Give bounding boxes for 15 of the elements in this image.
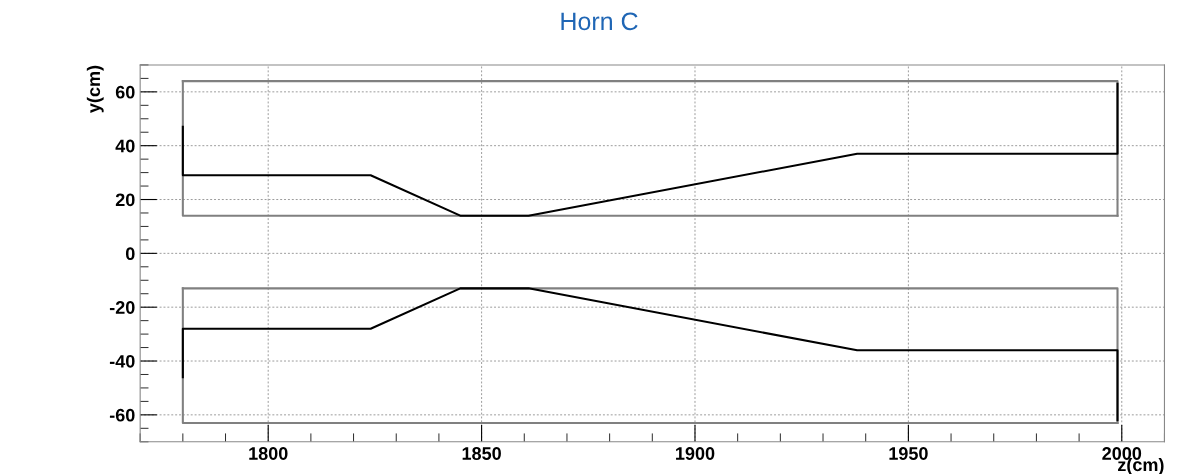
y-tick-label: 20 — [115, 193, 135, 207]
x-tick-label: 2000 — [1102, 447, 1142, 460]
x-tick-label: 1900 — [676, 447, 715, 460]
x-tick-label: 1850 — [462, 447, 501, 460]
x-axis-title: z(cm) — [1118, 457, 1164, 474]
x-tick-label: 1950 — [889, 447, 928, 460]
y-tick-label: 0 — [125, 247, 135, 261]
y-axis-title: y(cm) — [86, 65, 104, 113]
y-tick-label: -20 — [109, 301, 135, 314]
chart-title: Horn C — [561, 12, 638, 31]
x-tick-label: 1800 — [249, 447, 288, 460]
y-tick-label: 40 — [115, 139, 135, 153]
y-tick-label: -40 — [109, 354, 135, 368]
y-tick-label: 60 — [115, 85, 135, 99]
y-tick-label: -60 — [109, 408, 135, 422]
